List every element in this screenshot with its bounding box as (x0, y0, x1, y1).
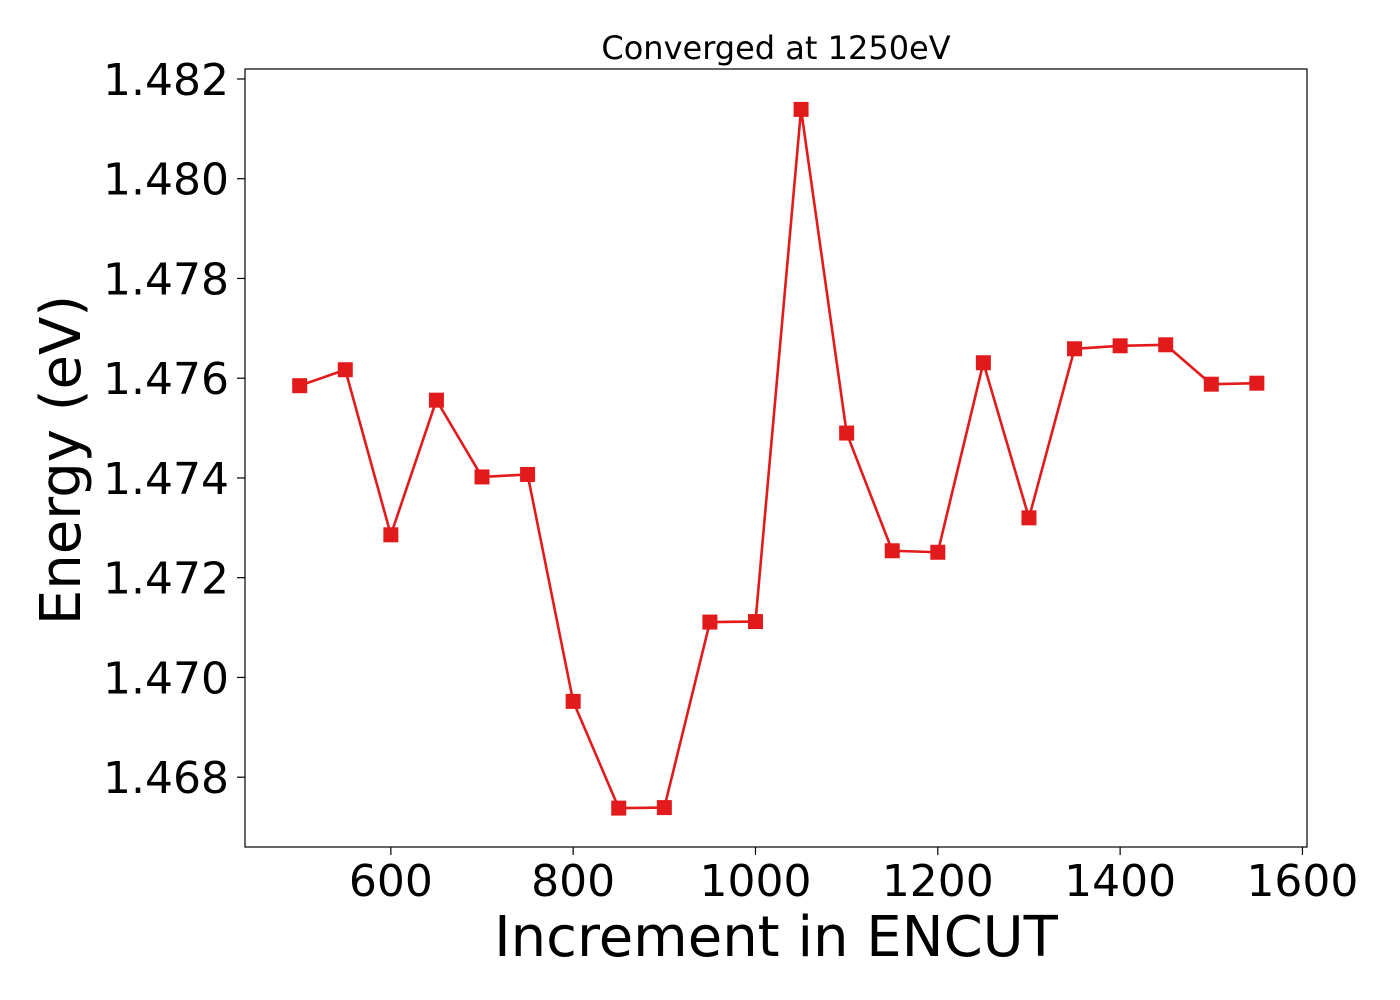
y-tick-label: 1.480 (103, 155, 229, 206)
data-point-marker (930, 544, 946, 560)
data-point-marker (1112, 338, 1128, 354)
y-axis: 1.468 1.470 1.472 1.474 1.476 1.478 1.480 1.482 (103, 55, 245, 804)
data-point-marker (292, 378, 308, 394)
y-axis-label: Energy (eV) (29, 295, 94, 625)
data-point-marker (611, 800, 627, 816)
x-tick-label: 1000 (699, 856, 811, 907)
data-point-marker (1158, 337, 1174, 353)
y-tick-label: 1.472 (103, 554, 229, 605)
data-point-marker (884, 543, 900, 559)
data-point-marker (975, 355, 991, 371)
y-tick-label: 1.474 (103, 454, 229, 505)
series-line (299, 108, 1257, 810)
x-tick-label: 800 (531, 856, 615, 907)
data-point-marker (702, 614, 718, 630)
data-point-marker (1203, 376, 1219, 392)
plot-area (244, 68, 1308, 848)
data-point-marker (839, 425, 855, 441)
y-tick-label: 1.476 (103, 354, 229, 405)
data-point-marker (520, 466, 536, 482)
y-tick-label: 1.468 (103, 753, 229, 804)
data-point-marker (1067, 341, 1083, 357)
x-tick-label: 600 (349, 856, 433, 907)
x-tick-label: 1200 (882, 856, 994, 907)
plot-frame (244, 68, 1308, 848)
y-tick-label: 1.478 (103, 254, 229, 305)
data-point-marker (565, 693, 581, 709)
series-group (292, 101, 1265, 816)
data-point-marker (383, 527, 399, 543)
data-point-marker (793, 101, 809, 117)
chart-title: Converged at 1250eV (601, 29, 950, 67)
x-axis: 600 800 1000 1200 1400 1600 (349, 847, 1358, 907)
data-point-marker (474, 469, 490, 485)
data-point-marker (747, 614, 763, 630)
data-point-marker (337, 362, 353, 378)
data-point-marker (428, 392, 444, 408)
data-point-marker (1021, 510, 1037, 526)
data-point-marker (656, 800, 672, 816)
x-tick-label: 1600 (1246, 856, 1358, 907)
x-axis-label: Increment in ENCUT (494, 905, 1059, 970)
y-tick-label: 1.482 (103, 55, 229, 106)
data-point-marker (1249, 375, 1265, 391)
y-tick-label: 1.470 (103, 653, 229, 704)
x-tick-label: 1400 (1064, 856, 1176, 907)
